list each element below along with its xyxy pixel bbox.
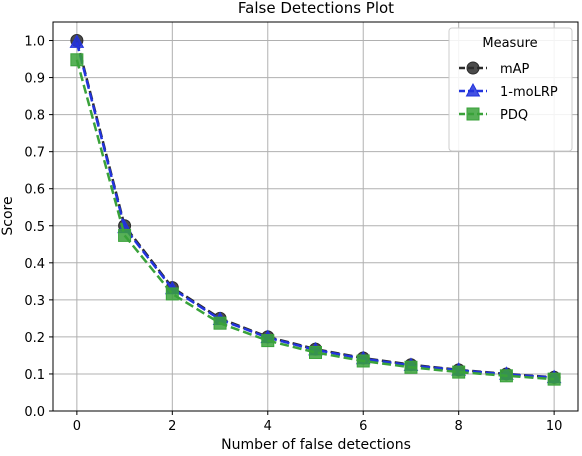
y-tick-label: 1.0 — [24, 35, 45, 50]
data-point — [213, 316, 227, 330]
y-tick-label: 0.2 — [24, 331, 45, 346]
chart-title: False Detections Plot — [238, 0, 394, 17]
y-tick-label: 0.5 — [24, 220, 45, 235]
data-point — [69, 34, 85, 48]
data-point — [309, 345, 322, 359]
legend-item: mAP — [459, 61, 530, 77]
x-axis-label: Number of false detections — [221, 437, 411, 453]
legend-marker — [465, 82, 481, 97]
legend-label: PDQ — [500, 108, 528, 123]
plot-frame — [52, 21, 579, 412]
y-axis-label: Score — [0, 196, 16, 235]
x-tick-label: 8 — [455, 419, 463, 434]
y-tick-label: 0.9 — [24, 72, 45, 87]
x-tick-label: 6 — [359, 419, 367, 434]
y-tick-label: 0.0 — [24, 405, 45, 420]
x-tick-label: 0 — [73, 419, 81, 434]
y-tick-label: 0.7 — [24, 146, 45, 161]
series-pdq — [70, 53, 561, 386]
data-point — [261, 334, 275, 348]
series-line — [75, 42, 555, 379]
legend-label: mAP — [500, 62, 530, 77]
legend-label: 1-moLRP — [500, 85, 558, 100]
legend-item: PDQ — [459, 107, 528, 123]
data-point — [165, 287, 179, 301]
x-tick-label: 2 — [168, 419, 176, 434]
legend-marker — [466, 61, 480, 75]
y-tick-label: 0.1 — [24, 368, 45, 383]
y-tick-label: 0.4 — [24, 257, 45, 272]
data-point — [118, 228, 132, 242]
y-tick-label: 0.3 — [24, 294, 45, 309]
x-tick-label: 4 — [264, 419, 272, 434]
series-layer — [69, 34, 562, 386]
data-point — [356, 354, 370, 368]
y-tick-label: 0.8 — [24, 109, 45, 124]
data-point — [404, 360, 418, 374]
x-tick-label: 10 — [546, 419, 563, 434]
legend-box — [448, 27, 573, 152]
x-axis-ticks: 0 2 4 6 8 10 — [73, 411, 563, 434]
legend-item: 1-moLRP — [459, 82, 558, 100]
y-tick-label: 0.6 — [24, 183, 45, 198]
legend: Measure mAP 1-moLRP PDQ — [448, 27, 573, 152]
data-point — [547, 372, 561, 386]
series-line — [75, 59, 555, 381]
data-point — [452, 365, 466, 379]
data-point — [70, 53, 84, 67]
legend-title: Measure — [482, 36, 537, 51]
legend-marker — [466, 107, 480, 121]
y-axis-ticks: 0.0 0.1 0.2 0.3 0.4 0.5 0.6 0.7 0.8 0.9 1.0 — [24, 35, 53, 420]
data-point — [499, 369, 513, 383]
